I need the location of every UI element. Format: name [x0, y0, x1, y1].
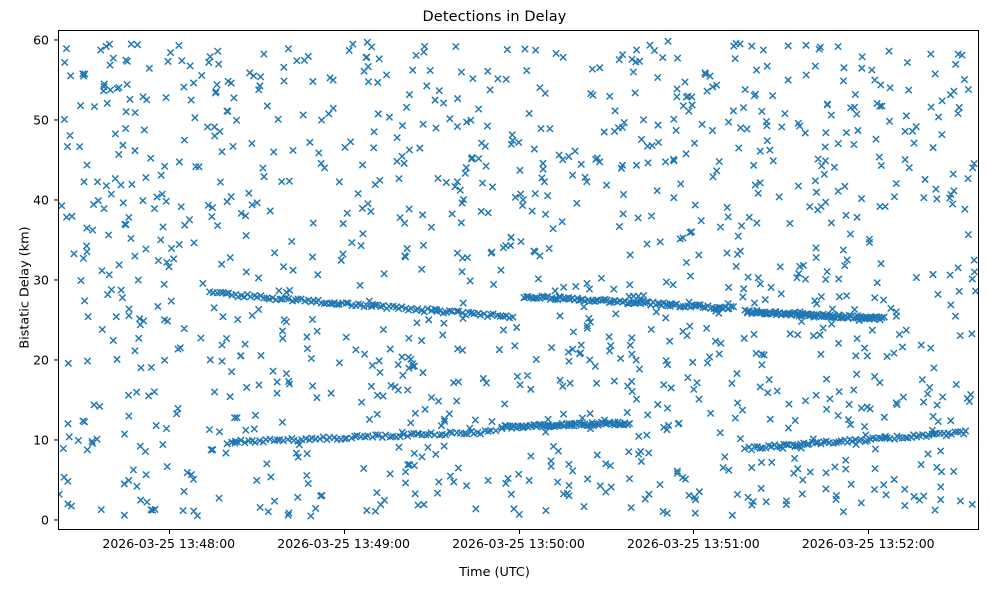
x-tick-label: 2026-03-25 13:49:00 — [277, 536, 411, 551]
x-tick-mark — [168, 530, 170, 535]
x-tick-label: 2026-03-25 13:51:00 — [626, 536, 760, 551]
y-tick-mark — [53, 279, 58, 281]
y-tick-label: 60 — [33, 32, 49, 48]
x-axis-label: Time (UTC) — [459, 565, 530, 580]
y-tick-label: 40 — [33, 192, 49, 208]
y-tick-mark — [53, 119, 58, 121]
x-tick-mark — [868, 530, 870, 535]
x-tick-mark — [693, 530, 695, 535]
x-tick-label: 2026-03-25 13:50:00 — [452, 536, 585, 551]
data-point-group — [59, 37, 978, 520]
y-tick-mark — [53, 359, 58, 361]
y-axis-label: Bistatic Delay (km) — [17, 226, 33, 349]
x-tick-mark — [343, 530, 345, 535]
y-tick-label: 50 — [33, 112, 49, 128]
y-tick-label: 10 — [33, 432, 49, 448]
plot-area — [58, 30, 979, 530]
page-title: Detections in Delay — [422, 9, 567, 25]
scatter-markers — [59, 37, 978, 520]
y-tick-label: 30 — [33, 272, 49, 288]
y-tick-label: 0 — [41, 512, 49, 528]
y-axis-label-wrapper: Bistatic Delay (km) — [0, 0, 40, 560]
scatter-plot-canvas — [59, 37, 978, 520]
x-tick-mark — [518, 530, 520, 535]
x-tick-label: 2026-03-25 13:52:00 — [801, 536, 935, 551]
y-tick-mark — [53, 439, 58, 441]
y-tick-label: 20 — [33, 352, 49, 368]
y-tick-mark — [53, 39, 58, 41]
y-tick-mark — [53, 519, 58, 521]
x-tick-label: 2026-03-25 13:48:00 — [102, 536, 236, 551]
y-tick-mark — [53, 199, 58, 201]
